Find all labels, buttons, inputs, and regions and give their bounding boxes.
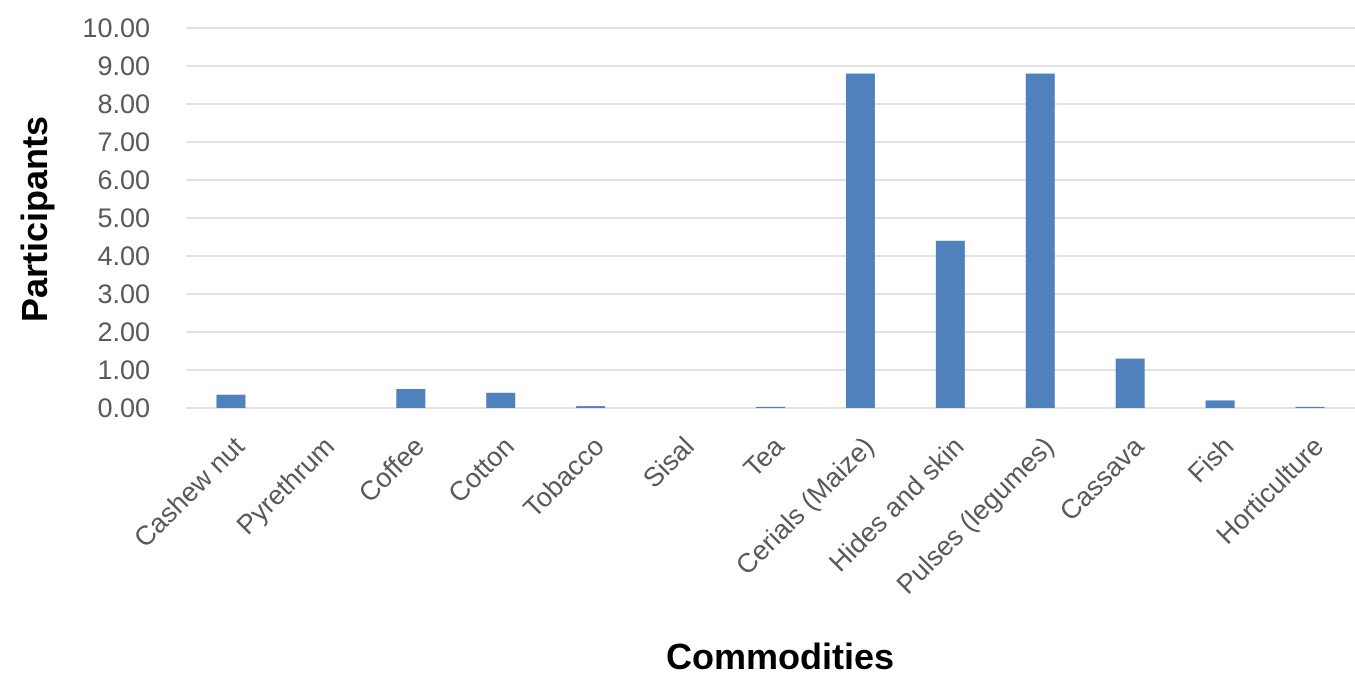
x-category-label: Tea: [738, 430, 791, 483]
bar: [486, 392, 516, 408]
y-axis-title: Participants: [14, 116, 55, 322]
gridlines: [186, 27, 1355, 409]
x-axis-title: Commodities: [666, 636, 894, 677]
y-tick-label: 9.00: [97, 51, 150, 81]
bar: [1295, 406, 1325, 408]
y-axis-ticks: 0.00 1.00 2.00 3.00 4.00 5.00 6.00 7.00 8.00 9.00…: [82, 13, 150, 423]
x-category-label: Tobacco: [518, 431, 610, 523]
x-category-label: Sisal: [637, 431, 700, 494]
bar: [1115, 358, 1145, 408]
y-tick-label: 7.00: [97, 127, 150, 157]
bar: [396, 389, 426, 408]
bar: [756, 406, 785, 408]
y-tick-label: 1.00: [97, 355, 150, 385]
x-category-label: Cashew nut: [128, 431, 250, 553]
y-tick-label: 3.00: [97, 279, 150, 309]
y-tick-label: 2.00: [97, 317, 150, 347]
bars: [216, 73, 1325, 408]
bar: [576, 406, 606, 408]
bar: [935, 240, 965, 408]
x-category-label: Fish: [1182, 431, 1239, 488]
x-category-label: Coffee: [353, 431, 430, 508]
bar: [1205, 400, 1235, 408]
y-tick-label: 5.00: [97, 203, 150, 233]
y-tick-label: 0.00: [97, 393, 150, 423]
y-tick-label: 6.00: [97, 165, 150, 195]
x-category-label: Pulses (legumes): [891, 431, 1060, 600]
bar: [1025, 73, 1055, 408]
bar: [216, 394, 246, 408]
x-category-label: Pyrethrum: [231, 431, 340, 540]
y-tick-label: 10.00: [82, 13, 150, 43]
y-tick-label: 8.00: [97, 89, 150, 119]
bar: [845, 73, 875, 408]
y-tick-label: 4.00: [97, 241, 150, 271]
x-category-label: Cotton: [443, 431, 520, 508]
x-category-label: Cassava: [1054, 430, 1150, 526]
